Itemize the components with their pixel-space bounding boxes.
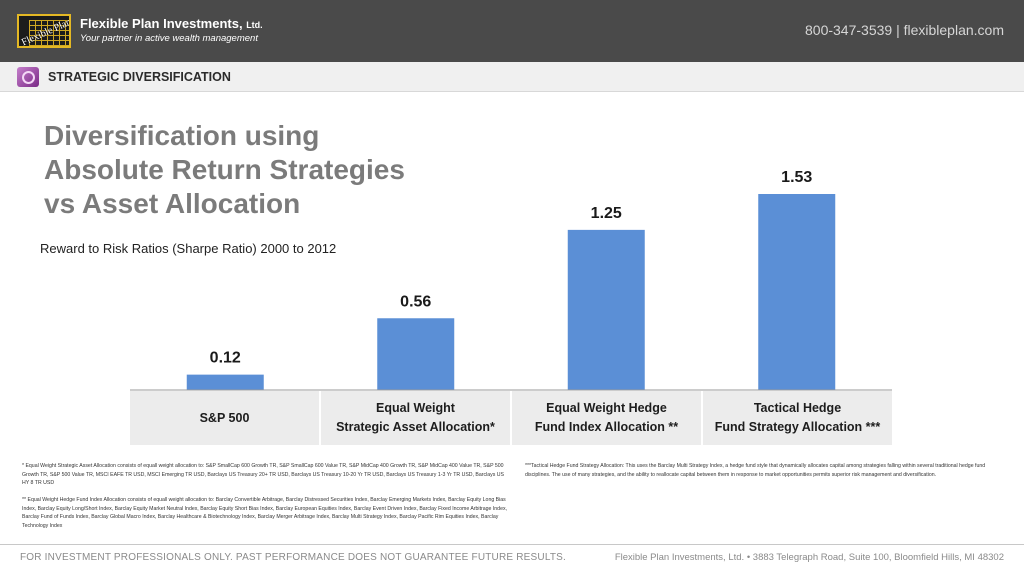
category-label: Tactical Hedge Fund Strategy Allocation … (714, 401, 881, 434)
data-label-3: 1.25 (591, 205, 622, 222)
footer-divider (0, 544, 1024, 545)
header-bar: Flexible Plan Flexible Plan Investments,… (0, 0, 1024, 62)
footnote-3: ***Tactical Hedge Fund Strategy Allocati… (525, 463, 986, 478)
category-label: Equal Weight Strategic Asset Allocation* (336, 401, 495, 434)
slide-title-line-1: Diversification using (44, 120, 320, 151)
category-cell: Equal Weight Strategic Asset Allocation* (321, 391, 512, 445)
logo-grid-pattern (29, 20, 69, 46)
slide-title: Diversification using Absolute Return St… (44, 119, 464, 221)
company-name: Flexible Plan Investments, Ltd. (80, 16, 263, 31)
category-row: S&P 500 Equal Weight Strategic Asset All… (130, 391, 892, 445)
footnote-1: * Equal Weight Strategic Asset Allocatio… (22, 463, 504, 487)
chart-bars (186, 194, 836, 390)
bar-1 (186, 374, 264, 390)
bar-3 (567, 229, 645, 390)
footer-address: Flexible Plan Investments, Ltd. • 3883 T… (614, 552, 1004, 563)
section-bar: STRATEGIC DIVERSIFICATION (0, 62, 1024, 92)
slide-title-line-3: vs Asset Allocation (44, 188, 301, 219)
company-suffix: Ltd. (246, 20, 263, 30)
category-cell: Tactical Hedge Fund Strategy Allocation … (703, 391, 892, 445)
data-label-1: 0.12 (210, 350, 241, 367)
chart-title: Reward to Risk Ratios (Sharpe Ratio) 200… (40, 241, 337, 256)
slide-title-line-2: Absolute Return Strategies (44, 154, 405, 185)
data-label-2: 0.56 (400, 293, 431, 310)
company-name-text: Flexible Plan Investments, (80, 16, 243, 31)
company-tagline: Your partner in active wealth management (80, 33, 258, 44)
bar-2 (377, 318, 455, 390)
company-logo[interactable]: Flexible Plan (17, 14, 71, 48)
bar-4 (758, 194, 836, 390)
contact-info[interactable]: 800-347-3539 | flexibleplan.com (805, 22, 1004, 38)
category-cell: Equal Weight Hedge Fund Index Allocation… (512, 391, 703, 445)
category-label: Equal Weight Hedge Fund Index Allocation… (534, 401, 679, 434)
category-label: S&P 500 (199, 410, 250, 425)
section-title: STRATEGIC DIVERSIFICATION (48, 70, 231, 84)
footer-disclaimer: FOR INVESTMENT PROFESSIONALS ONLY. PAST … (20, 552, 566, 563)
data-label-4: 1.53 (781, 169, 812, 186)
category-cell: S&P 500 (130, 391, 321, 445)
footnote-2: ** Equal Weight Hedge Fund Index Allocat… (22, 497, 507, 529)
target-icon (17, 67, 39, 87)
